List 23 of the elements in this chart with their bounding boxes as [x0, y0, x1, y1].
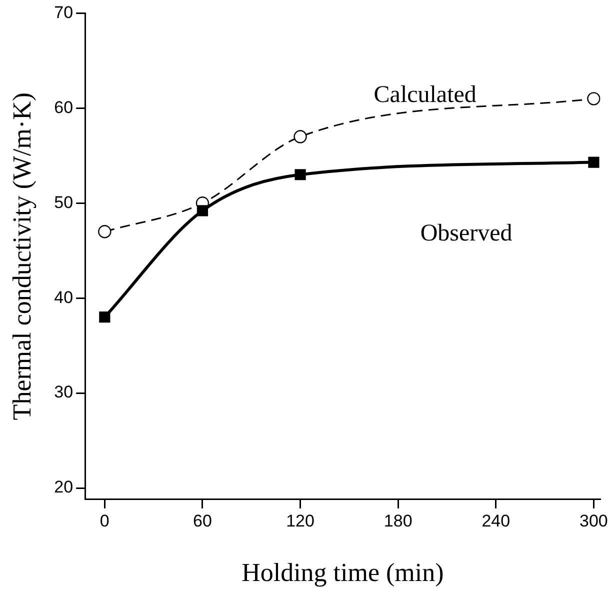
point [587, 92, 600, 106]
point [294, 130, 307, 144]
y-tick-label: 40 [54, 288, 74, 307]
x-tick-label: 120 [286, 511, 314, 530]
x-tick-label: 180 [384, 511, 412, 530]
annotation: Calculated [374, 82, 476, 108]
x-tick-label: 300 [580, 511, 608, 530]
annotation: Observed [420, 220, 512, 247]
y-axis-title: Thermal conductivity (W/m·K) [7, 92, 36, 420]
x-tick-label: 0 [100, 511, 110, 530]
point [294, 169, 306, 180]
y-tick-label: 60 [54, 98, 74, 117]
y-tick-label: 70 [54, 2, 74, 22]
x-tick-label: 60 [193, 511, 212, 530]
y-tick-label: 30 [54, 382, 74, 402]
y-tick-label: 20 [54, 478, 74, 497]
point [588, 156, 600, 168]
x-tick-label: 240 [482, 511, 510, 530]
x-axis-title: Holding time (min) [242, 558, 444, 588]
point [98, 225, 112, 238]
point [196, 205, 208, 216]
y-tick-label: 50 [54, 192, 74, 212]
point [99, 312, 110, 323]
